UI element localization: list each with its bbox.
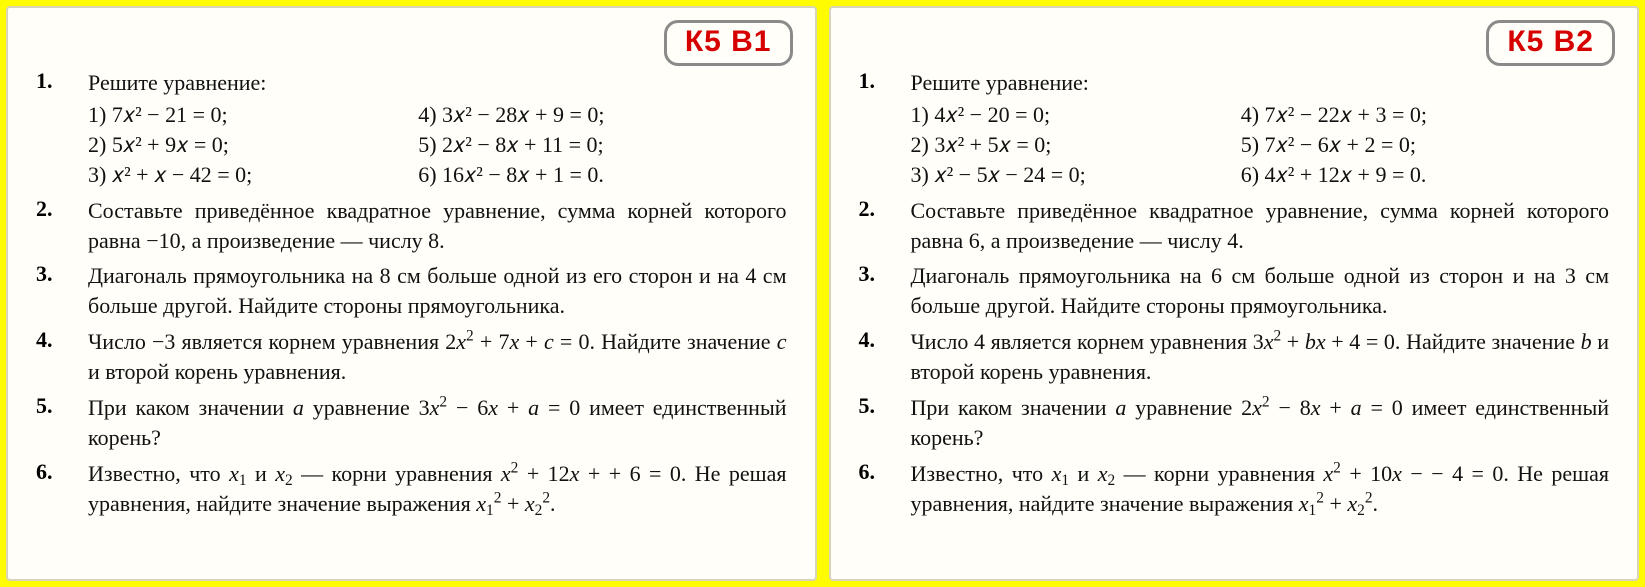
task-item: 2.Составьте приведённое квадратное уравн… bbox=[36, 196, 787, 256]
task-item: 3.Диагональ прямоугольника на 6 см больш… bbox=[859, 261, 1610, 321]
equation-right: 5) 7𝑥² − 6𝑥 + 2 = 0; bbox=[1241, 130, 1609, 160]
task-number: 2. bbox=[36, 196, 88, 222]
task-number: 5. bbox=[859, 393, 911, 419]
task-body: При каком значении a уравнение 3x2 − 6x … bbox=[88, 393, 787, 453]
task-body: Известно, что x1 и x2 — корни уравнения … bbox=[911, 459, 1610, 519]
equation-right: 4) 7𝑥² − 22𝑥 + 3 = 0; bbox=[1241, 100, 1609, 130]
task-number: 3. bbox=[859, 261, 911, 287]
task-intro: Решите уравнение: bbox=[911, 68, 1610, 98]
task-number: 6. bbox=[36, 459, 88, 485]
task-list: 1.Решите уравнение:1) 7𝑥² − 21 = 0; 4) 3𝑥… bbox=[36, 68, 787, 519]
task-number: 5. bbox=[36, 393, 88, 419]
task-item: 6.Известно, что x1 и x2 — корни уравнени… bbox=[36, 459, 787, 519]
variant-card-2: К5 В2 1.Решите уравнение:1) 4𝑥² − 20 = 0… bbox=[829, 6, 1640, 581]
equation-left: 1) 4𝑥² − 20 = 0; bbox=[911, 100, 1231, 130]
task-item: 3.Диагональ прямоугольника на 8 см больш… bbox=[36, 261, 787, 321]
task-item: 6.Известно, что x1 и x2 — корни уравнени… bbox=[859, 459, 1610, 519]
task-item: 4.Число −3 является корнем уравнения 2x2… bbox=[36, 327, 787, 387]
equation-left: 2) 5𝑥² + 9𝑥 = 0; bbox=[88, 130, 408, 160]
equation-right: 6) 4𝑥² + 12𝑥 + 9 = 0. bbox=[1241, 160, 1609, 190]
task-item: 1.Решите уравнение:1) 4𝑥² − 20 = 0; 4) 7𝑥… bbox=[859, 68, 1610, 190]
task-number: 4. bbox=[36, 327, 88, 353]
equation-grid: 1) 4𝑥² − 20 = 0; 4) 7𝑥² − 22𝑥 + 3 = 0; 2) … bbox=[911, 100, 1610, 190]
task-item: 4.Число 4 является корнем уравнения 3x2 … bbox=[859, 327, 1610, 387]
variant-badge: К5 В1 bbox=[664, 20, 793, 66]
task-body: Число −3 является корнем уравнения 2x2 +… bbox=[88, 327, 787, 387]
task-body: При каком значении a уравнение 2x2 − 8x … bbox=[911, 393, 1610, 453]
task-item: 5.При каком значении a уравнение 3x2 − 6… bbox=[36, 393, 787, 453]
equation-left: 3) 𝑥² − 5𝑥 − 24 = 0; bbox=[911, 160, 1231, 190]
task-number: 1. bbox=[859, 68, 911, 94]
task-number: 2. bbox=[859, 196, 911, 222]
equation-left: 2) 3𝑥² + 5𝑥 = 0; bbox=[911, 130, 1231, 160]
task-body: Известно, что x1 и x2 — корни уравнения … bbox=[88, 459, 787, 519]
equation-left: 3) 𝑥² + 𝑥 − 42 = 0; bbox=[88, 160, 408, 190]
equation-right: 6) 16𝑥² − 8𝑥 + 1 = 0. bbox=[418, 160, 786, 190]
task-body: Составьте приведённое квадратное уравнен… bbox=[911, 196, 1610, 256]
task-body: Диагональ прямоугольника на 6 см больше … bbox=[911, 261, 1610, 321]
task-intro: Решите уравнение: bbox=[88, 68, 787, 98]
equation-left: 1) 7𝑥² − 21 = 0; bbox=[88, 100, 408, 130]
task-body: Число 4 является корнем уравнения 3x2 + … bbox=[911, 327, 1610, 387]
task-item: 1.Решите уравнение:1) 7𝑥² − 21 = 0; 4) 3𝑥… bbox=[36, 68, 787, 190]
task-number: 6. bbox=[859, 459, 911, 485]
task-number: 4. bbox=[859, 327, 911, 353]
task-item: 2.Составьте приведённое квадратное уравн… bbox=[859, 196, 1610, 256]
variant-card-1: К5 В1 1.Решите уравнение:1) 7𝑥² − 21 = 0… bbox=[6, 6, 817, 581]
equation-right: 4) 3𝑥² − 28𝑥 + 9 = 0; bbox=[418, 100, 786, 130]
task-body: Составьте приведённое квадратное уравнен… bbox=[88, 196, 787, 256]
task-body: Решите уравнение:1) 7𝑥² − 21 = 0; 4) 3𝑥² … bbox=[88, 68, 787, 190]
task-list: 1.Решите уравнение:1) 4𝑥² − 20 = 0; 4) 7𝑥… bbox=[859, 68, 1610, 519]
task-body: Решите уравнение:1) 4𝑥² − 20 = 0; 4) 7𝑥² … bbox=[911, 68, 1610, 190]
task-body: Диагональ прямоугольника на 8 см больше … bbox=[88, 261, 787, 321]
task-item: 5.При каком значении a уравнение 2x2 − 8… bbox=[859, 393, 1610, 453]
variant-badge: К5 В2 bbox=[1486, 20, 1615, 66]
task-number: 3. bbox=[36, 261, 88, 287]
equation-right: 5) 2𝑥² − 8𝑥 + 11 = 0; bbox=[418, 130, 786, 160]
equation-grid: 1) 7𝑥² − 21 = 0; 4) 3𝑥² − 28𝑥 + 9 = 0; 2) … bbox=[88, 100, 787, 190]
task-number: 1. bbox=[36, 68, 88, 94]
